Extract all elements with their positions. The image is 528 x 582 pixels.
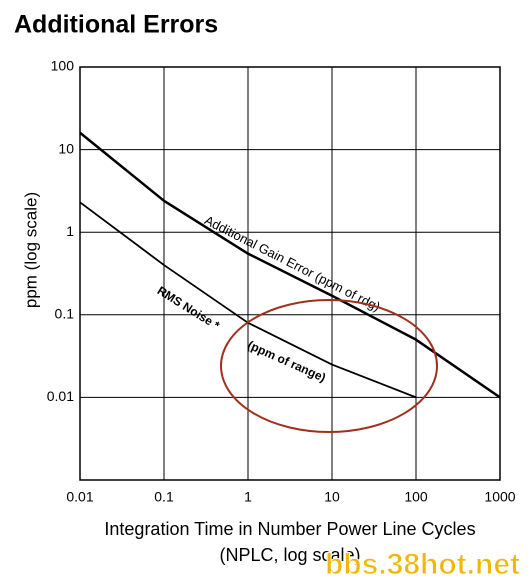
x-axis-label: (NPLC, log scale) [219,545,360,565]
y-tick-label: 100 [51,58,75,74]
y-tick-label: 10 [58,140,74,156]
plot-area: 0.01 0.1 1 10 100 1000 0.01 0.1 1 10 100 [47,58,516,505]
x-tick-label: 0.01 [66,489,93,505]
highlight-ellipse [220,299,438,433]
y-tick-label: 1 [66,223,74,239]
y-tick-label: 0.01 [47,388,74,404]
x-tick-label: 10 [324,489,340,505]
series-label: RMS Noise * [155,283,223,333]
series-label: Additional Gain Error (ppm of rdg) [202,212,383,314]
y-axis-label: ppm (log scale) [21,192,40,308]
y-tick-label: 0.1 [55,306,75,322]
chart-title: Additional Errors [14,11,218,39]
x-tick-label: 1 [244,489,252,505]
x-axis-label: Integration Time in Number Power Line Cy… [104,519,475,539]
watermark: bbs.38hot.net [325,548,520,581]
x-tick-label: 0.1 [154,489,174,505]
series-label: (ppm of range) [245,338,327,385]
series-line [79,131,501,399]
x-tick-label: 100 [404,489,428,505]
x-tick-label: 1000 [484,489,515,505]
